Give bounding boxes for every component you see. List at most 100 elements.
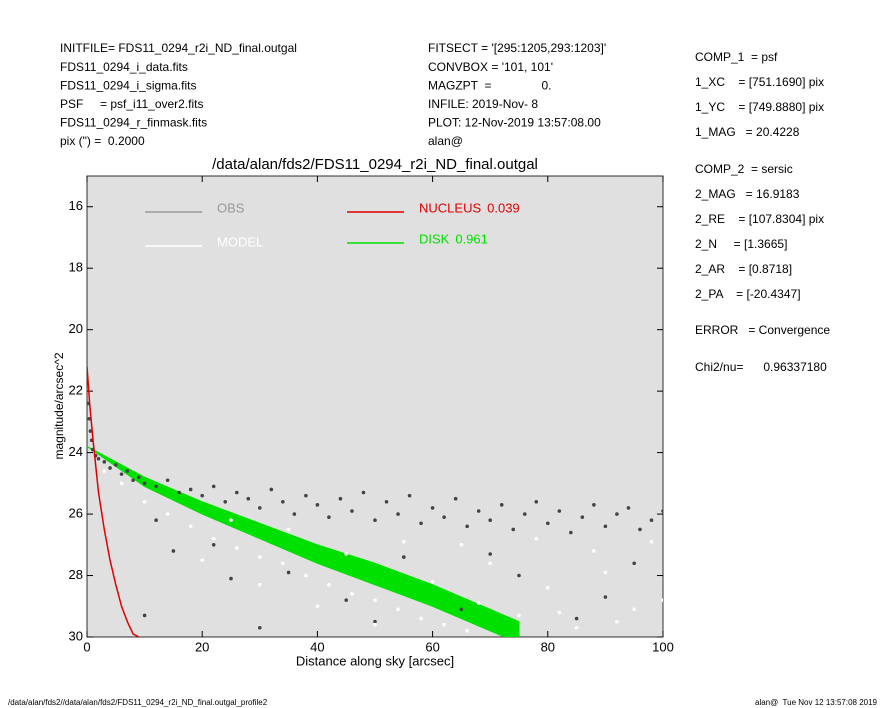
data-point [344,598,349,602]
y-tick-label: 20 [69,321,83,336]
x-tick-label: 60 [425,639,439,654]
legend-label: OBS [217,200,245,215]
data-point [286,570,291,575]
x-tick-label: 80 [541,639,555,654]
data-point [396,607,400,612]
fit-parameter: 2_MAG = 16.9183 [695,187,800,201]
header-text: alan@ [428,134,463,148]
data-point [465,524,469,529]
data-point [200,493,204,498]
footer-left: /data/alan/fds2//data/alan/fds2/FDS11_02… [8,698,268,707]
data-point [402,539,406,544]
data-point [292,512,297,516]
data-point [488,518,493,523]
data-point [327,515,331,519]
fit-parameter: ERROR = Convergence [695,323,830,337]
data-point [281,499,285,504]
data-point [350,509,354,513]
data-point [246,496,251,501]
data-point [338,496,343,501]
data-point [546,521,550,526]
header-text: PSF = psf_i11_over2.fits [60,97,204,111]
data-point [419,521,423,526]
data-point [459,543,464,547]
plot-area [86,175,664,638]
data-point [534,536,539,541]
header-text: PLOT: 12-Nov-2019 13:57:08.00 [428,116,601,130]
data-point [476,509,481,513]
data-point [580,515,585,519]
data-point [557,610,562,615]
legend-fraction: 0.039 [487,200,520,215]
data-point [442,515,446,519]
data-point [603,570,608,575]
data-point [304,573,308,578]
data-point [142,499,147,504]
x-tick-label: 0 [83,639,90,654]
data-point [102,460,107,464]
data-point [615,512,619,516]
data-point [142,481,147,486]
y-axis-label: magnitude/arcsec^2 [52,352,66,459]
data-point [229,576,233,581]
data-point [661,509,663,513]
legend-label: MODEL [217,234,263,249]
data-point [373,619,377,624]
footer-right: alan@ Tue Nov 12 13:57:08 2019 [755,698,878,707]
data-point [286,527,291,532]
data-point [522,512,527,516]
data-point [603,524,608,529]
data-point [488,561,493,566]
plot-marks [87,366,663,637]
y-tick-label: 22 [69,383,83,398]
data-point [396,512,400,516]
data-point [476,601,481,605]
fit-parameter: 2_AR = [0.8718] [695,262,792,276]
data-point [661,598,663,602]
data-point [327,582,331,587]
data-point [258,625,262,630]
data-point [315,604,320,609]
data-point [574,616,579,621]
data-point [165,478,170,483]
data-point [373,598,377,602]
data-point [569,530,573,535]
data-point [592,503,596,507]
data-point [114,463,118,467]
data-point [188,524,193,529]
data-point [488,552,493,556]
header-text: CONVBOX = '101, 101' [428,60,553,74]
y-tick-label: 16 [69,198,83,213]
data-point [649,539,654,544]
data-point [615,619,619,624]
data-point [200,558,204,562]
data-point [430,506,435,510]
fit-parameter: 2_PA = [-20.4347] [695,287,801,301]
data-point [234,490,239,495]
legend-fraction: 0.961 [455,231,488,246]
data-point [442,622,446,627]
y-tick-label: 28 [69,567,83,582]
header-text: FDS11_0294_r_finmask.fits [60,116,207,130]
data-point [315,503,320,507]
fit-parameter: COMP_2 = sersic [695,162,793,176]
data-point [638,527,642,532]
data-point [384,499,389,504]
data-point [211,536,216,541]
fit-parameter: 1_YC = [749.8880] pix [695,100,824,114]
fit-parameter: COMP_1 = psf [695,50,778,64]
data-point [131,478,135,483]
data-point [534,499,539,504]
data-point [373,518,377,523]
fit-parameter: 2_N = [1.3665] [695,237,787,251]
profile-line [87,366,140,637]
data-point [344,552,349,556]
legend-label: DISK [419,231,450,246]
data-point [419,616,423,621]
header-text: FDS11_0294_i_sigma.fits [60,78,197,92]
data-point [499,503,504,507]
data-point [304,493,308,498]
data-point [465,629,469,633]
data-point [402,555,406,559]
fit-parameter: 2_RE = [107.8304] pix [695,212,824,226]
